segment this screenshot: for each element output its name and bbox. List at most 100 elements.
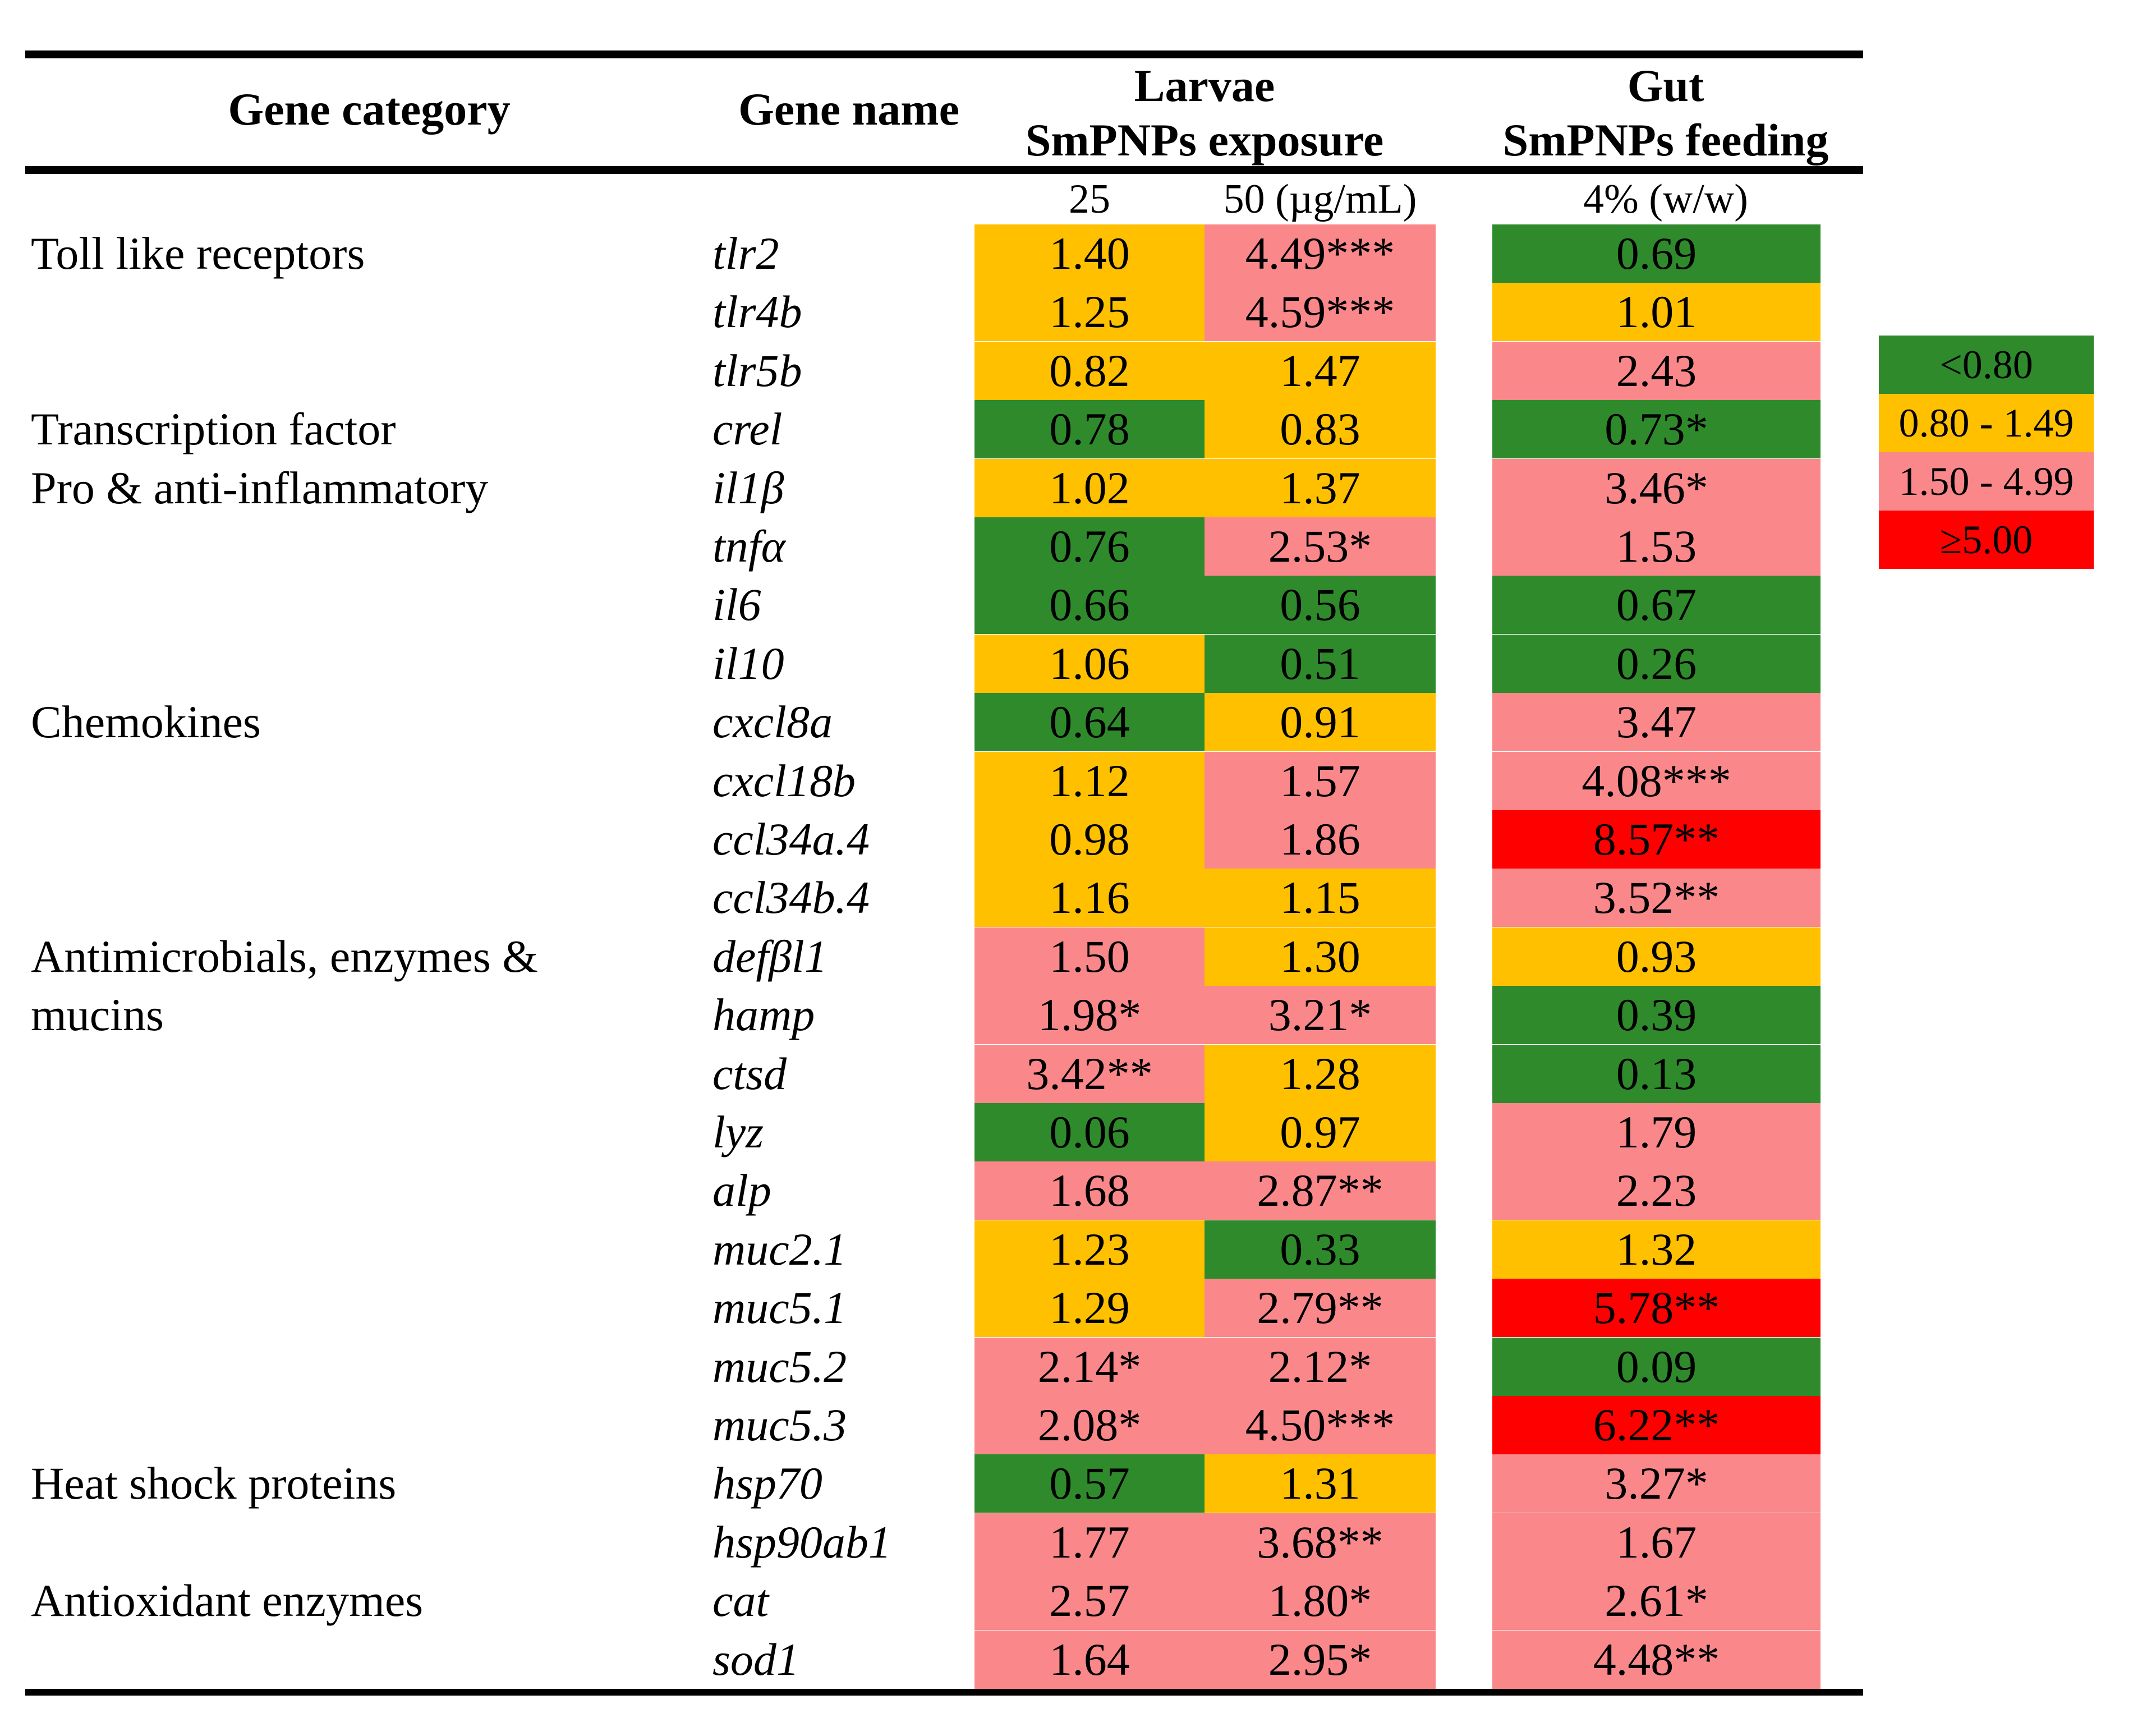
table-row: muc5.1 1.29 2.79** 5.78**	[0, 1279, 2156, 1337]
larvae-group-title: Larvae	[1134, 60, 1275, 111]
cell-larvae-50: 1.31	[1205, 1454, 1436, 1513]
table-top-rule	[25, 50, 1863, 58]
gene-name: hsp70	[712, 1458, 822, 1509]
gene-name: hamp	[712, 989, 815, 1040]
cell-gut-4pct: 5.78**	[1492, 1279, 1821, 1337]
category-label: Antioxidant enzymes	[31, 1575, 424, 1626]
legend-item-red: ≥5.00	[1879, 511, 2094, 569]
category-label: Pro & anti-inflammatory	[31, 462, 489, 513]
cell-larvae-50: 0.33	[1205, 1220, 1436, 1279]
cell-larvae-50: 1.30	[1205, 927, 1436, 986]
cell-gut-4pct: 3.47	[1492, 693, 1821, 751]
gene-category-header: Gene category	[228, 84, 511, 135]
legend-item-pink: 1.50 - 4.99	[1879, 452, 2094, 511]
gene-name: tlr2	[712, 228, 779, 279]
cell-larvae-50: 0.83	[1205, 400, 1436, 458]
table-row: tlr5b 0.82 1.47 2.43	[0, 342, 2156, 400]
cell-larvae-50: 4.59***	[1205, 283, 1436, 341]
gut-group-title: Gut	[1627, 60, 1704, 111]
gene-name: ccl34b.4	[712, 872, 870, 923]
cell-larvae-25: 1.50	[974, 927, 1205, 986]
category-label: Heat shock proteins	[31, 1458, 397, 1509]
gene-name: muc5.1	[712, 1282, 847, 1333]
cell-larvae-25: 1.40	[974, 224, 1205, 283]
cell-larvae-50: 0.51	[1205, 635, 1436, 693]
gene-name: cxcl8a	[712, 696, 833, 747]
cell-gut-4pct: 2.43	[1492, 342, 1821, 400]
larvae-group-subtitle: SmPNPs exposure	[1025, 114, 1384, 166]
cell-larvae-25: 3.42**	[974, 1045, 1205, 1103]
cell-gut-4pct: 0.26	[1492, 635, 1821, 693]
gene-name: hsp90ab1	[712, 1517, 891, 1568]
gene-name: tlr4b	[712, 286, 802, 337]
cell-gut-4pct: 1.01	[1492, 283, 1821, 341]
gene-name: il1β	[712, 462, 784, 513]
gene-name: sod1	[712, 1634, 799, 1685]
cell-gut-4pct: 0.67	[1492, 576, 1821, 634]
table-row: Toll like receptors tlr2 1.40 4.49*** 0.69	[0, 224, 2156, 283]
table-row: cxcl18b 1.12 1.57 4.08***	[0, 752, 2156, 810]
cell-larvae-25: 1.06	[974, 635, 1205, 693]
cell-larvae-50: 1.57	[1205, 752, 1436, 810]
cell-larvae-25: 1.23	[974, 1220, 1205, 1279]
table-row: tlr4b 1.25 4.59*** 1.01	[0, 283, 2156, 341]
gut-group-subtitle: SmPNPs feeding	[1502, 114, 1829, 166]
cell-larvae-50: 3.68**	[1205, 1513, 1436, 1572]
table-row: Heat shock proteins hsp70 0.57 1.31 3.27*	[0, 1454, 2156, 1513]
cell-gut-4pct: 3.46*	[1492, 459, 1821, 517]
cell-larvae-50: 2.87**	[1205, 1161, 1436, 1220]
table-row: sod1 1.64 2.95* 4.48**	[0, 1630, 2156, 1689]
table-bottom-rule	[25, 1689, 1863, 1696]
cell-larvae-25: 1.68	[974, 1161, 1205, 1220]
cell-gut-4pct: 4.48**	[1492, 1630, 1821, 1689]
table-row: muc5.3 2.08* 4.50*** 6.22**	[0, 1396, 2156, 1454]
table-row: Pro & anti-inflammatory il1β 1.02 1.37 3.46*	[0, 459, 2156, 517]
dose-label-gut: 4% (w/w)	[1583, 176, 1748, 222]
table-row: muc2.1 1.23 0.33 1.32	[0, 1220, 2156, 1279]
category-label: Transcription factor	[31, 403, 396, 454]
cell-gut-4pct: 3.27*	[1492, 1454, 1821, 1513]
table-row: muc5.2 2.14* 2.12* 0.09	[0, 1338, 2156, 1396]
cell-larvae-25: 1.16	[974, 869, 1205, 927]
cell-larvae-25: 1.29	[974, 1279, 1205, 1337]
cell-larvae-50: 2.12*	[1205, 1338, 1436, 1396]
gene-name: alp	[712, 1165, 771, 1216]
cell-larvae-25: 1.12	[974, 752, 1205, 810]
gene-name: muc5.3	[712, 1399, 847, 1450]
cell-gut-4pct: 6.22**	[1492, 1396, 1821, 1454]
cell-larvae-50: 1.86	[1205, 810, 1436, 869]
cell-larvae-50: 3.21*	[1205, 986, 1436, 1044]
table-row: hsp90ab1 1.77 3.68** 1.67	[0, 1513, 2156, 1572]
cell-gut-4pct: 4.08***	[1492, 752, 1821, 810]
cell-gut-4pct: 0.39	[1492, 986, 1821, 1044]
gene-name: muc2.1	[712, 1224, 847, 1275]
cell-larvae-25: 0.78	[974, 400, 1205, 458]
table-header-rule	[25, 166, 1863, 174]
cell-larvae-25: 1.77	[974, 1513, 1205, 1572]
dose-label-25: 25	[1069, 176, 1110, 222]
table-row: mucins hamp 1.98* 3.21* 0.39	[0, 986, 2156, 1044]
category-label: Antimicrobials, enzymes &	[31, 931, 539, 982]
cell-larvae-50: 1.80*	[1205, 1572, 1436, 1630]
gene-name: crel	[712, 403, 783, 454]
cell-larvae-25: 0.06	[974, 1103, 1205, 1161]
table-row: Antimicrobials, enzymes & defβl1 1.50 1.30 0…	[0, 927, 2156, 986]
cell-larvae-50: 2.95*	[1205, 1630, 1436, 1689]
gene-name: ccl34a.4	[712, 814, 870, 865]
cell-gut-4pct: 3.52**	[1492, 869, 1821, 927]
cell-gut-4pct: 8.57**	[1492, 810, 1821, 869]
cell-gut-4pct: 0.69	[1492, 224, 1821, 283]
gene-name: defβl1	[712, 931, 828, 982]
cell-larvae-50: 1.47	[1205, 342, 1436, 400]
table-row: Transcription factor crel 0.78 0.83 0.73*	[0, 400, 2156, 458]
cell-larvae-25: 0.76	[974, 517, 1205, 576]
cell-larvae-25: 0.66	[974, 576, 1205, 634]
category-label: mucins	[31, 989, 164, 1040]
cell-gut-4pct: 1.79	[1492, 1103, 1821, 1161]
gene-name: ctsd	[712, 1048, 787, 1099]
cell-gut-4pct: 0.09	[1492, 1338, 1821, 1396]
category-label: Chemokines	[31, 696, 261, 747]
category-label: Toll like receptors	[31, 228, 365, 279]
cell-larvae-50: 4.49***	[1205, 224, 1436, 283]
